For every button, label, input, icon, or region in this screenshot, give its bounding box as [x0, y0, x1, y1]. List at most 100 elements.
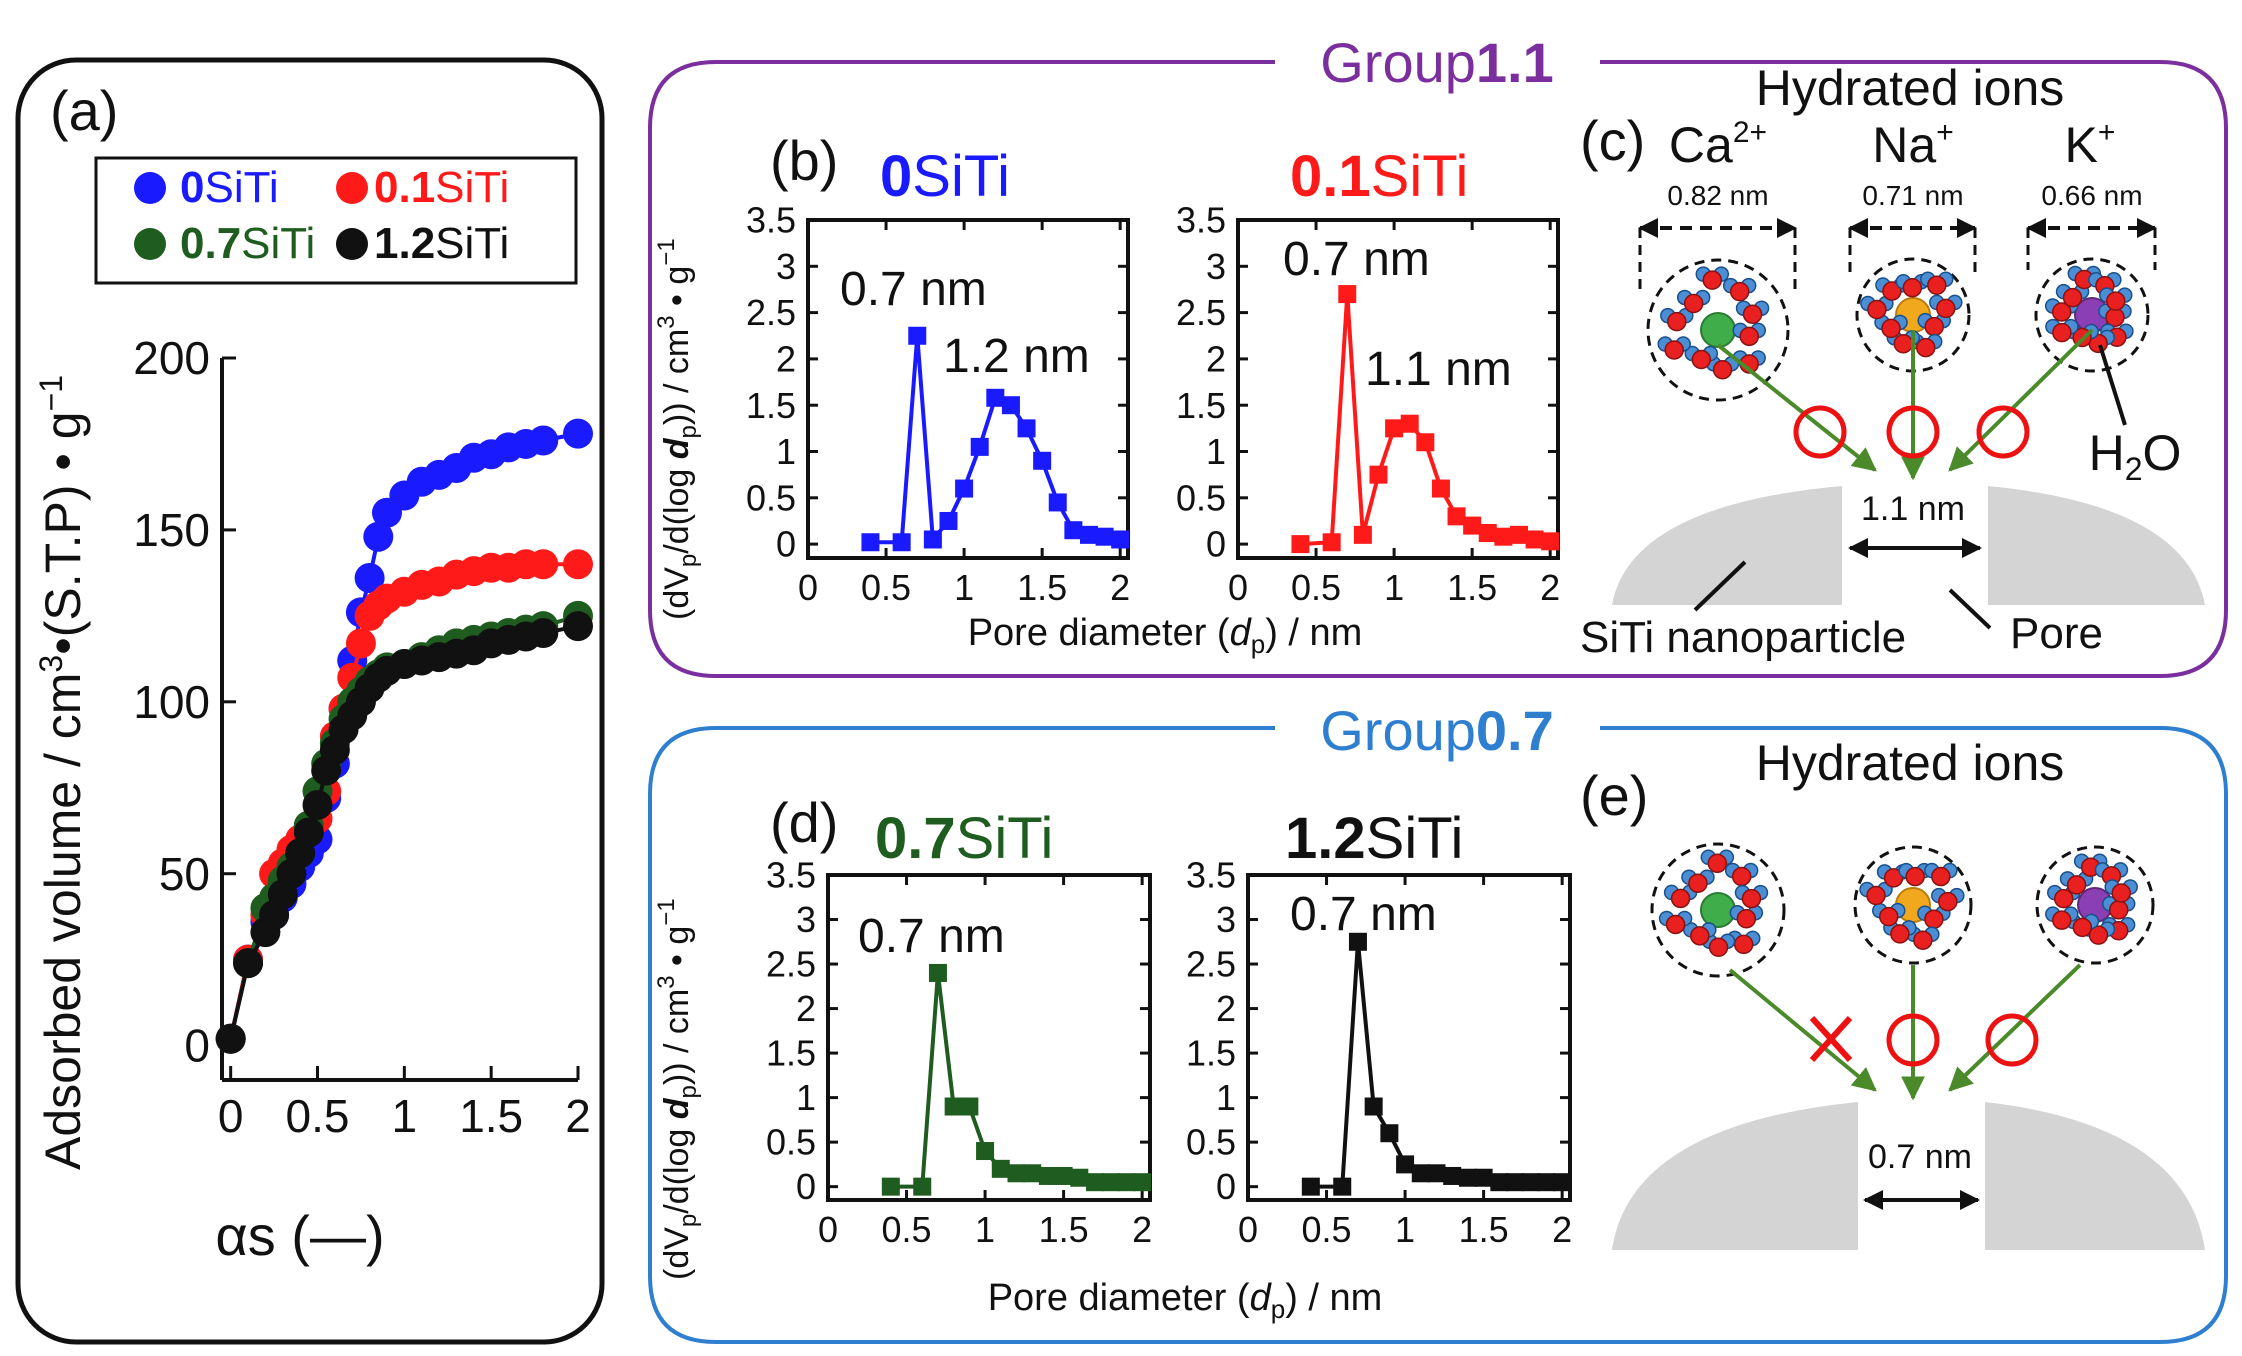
- data-point-0SiTi: [970, 437, 989, 456]
- chart-d1-ytick-label: 0.5: [766, 1122, 816, 1163]
- data-point-1.2SiTi: [1427, 1164, 1446, 1183]
- chart-b2-ytick-label: 1: [1206, 431, 1226, 472]
- h2o-pointer: [2098, 344, 2127, 426]
- data-point-1.2SiTi: [1458, 1168, 1477, 1187]
- chart-b1-xtick-label: 1.5: [1017, 567, 1067, 608]
- data-point-0SiTi: [908, 326, 927, 345]
- series-line-0SiTi: [228, 431, 579, 1040]
- data-point-1.2SiTi: [1364, 1097, 1383, 1116]
- chart-d1-ytick-label: 1: [796, 1077, 816, 1118]
- chart-b2-ytick-label: 0: [1206, 524, 1226, 565]
- data-point-1.2SiTi: [1411, 1164, 1430, 1183]
- pore-label: Pore: [2010, 609, 2103, 658]
- chart-b1-title: 0SiTi: [880, 144, 1010, 209]
- water-molecule: [1700, 849, 1735, 874]
- data-point-1.2SiTi: [1380, 1124, 1399, 1143]
- legend-label-0siti: 0SiTi: [180, 163, 279, 212]
- data-point-1.2SiTi: [233, 948, 264, 979]
- chart-d1-ytick-label: 2: [796, 988, 816, 1029]
- chart-a-xtick-label: 1: [392, 1090, 418, 1142]
- water-molecule: [1676, 289, 1711, 314]
- data-point-0.7SiTi: [1070, 1168, 1089, 1187]
- k-box-lines: [2026, 228, 2157, 270]
- data-point-0SiTi: [1017, 419, 1036, 438]
- data-point-0.7SiTi: [1007, 1164, 1026, 1183]
- group-0.7-title-bg: [1275, 696, 1600, 766]
- data-point-0SiTi: [1064, 521, 1083, 540]
- data-point-0.1SiTi: [1353, 525, 1372, 544]
- hydrated-ions-title-c: Hydrated ions: [1756, 60, 2065, 116]
- water-molecule: [1705, 356, 1740, 380]
- data-point-0.1SiTi: [1431, 479, 1450, 498]
- chart-d2-ytick-label: 2.5: [1186, 944, 1236, 985]
- data-point-0SiTi: [892, 533, 911, 552]
- chart-a-ytick-label: 150: [133, 504, 210, 556]
- data-point-0.1SiTi: [1338, 285, 1357, 304]
- k-ion-label: K+: [2065, 116, 2116, 173]
- data-point-0.1SiTi: [1400, 414, 1419, 433]
- chart-b2-annotation-1.1nm: 1.1 nm: [1365, 343, 1512, 396]
- ca-blocked-cross: [1809, 1015, 1853, 1063]
- chart-a-ytick-label: 50: [159, 848, 210, 900]
- chart-a-ytick-label: 100: [133, 676, 210, 728]
- data-point-0.1SiTi: [1463, 516, 1482, 535]
- panel-b-label: (b): [770, 129, 838, 192]
- chart-d1-xtick-label: 0.5: [882, 1209, 932, 1250]
- ca-blocked-arrow: [1728, 968, 1877, 1092]
- data-point-0.7SiTi: [1133, 1173, 1152, 1192]
- data-point-0.1SiTi: [1447, 507, 1466, 526]
- chart-d1-ytick-label: 3.5: [766, 855, 816, 896]
- data-point-0.1SiTi: [1416, 433, 1435, 452]
- chart-a-xtick-label: 0: [218, 1090, 244, 1142]
- legend-marker-0siti: [134, 172, 166, 204]
- data-point-0.7SiTi: [1054, 1166, 1073, 1185]
- chart-b2-xtick-label: 1: [1384, 567, 1404, 608]
- data-point-1.2SiTi: [1490, 1173, 1509, 1192]
- water-molecule: [1931, 887, 1965, 912]
- water-molecule: [2055, 283, 2090, 308]
- water-molecule: [1695, 266, 1730, 290]
- chart-a-ytick-label: 200: [133, 332, 210, 384]
- chart-d1-ytick-label: 2.5: [766, 944, 816, 985]
- data-point-0SiTi: [923, 530, 942, 549]
- na-pass-circle: [1886, 405, 1940, 459]
- water-molecule: [1722, 277, 1757, 302]
- panel-e-label: (e): [1580, 764, 1648, 827]
- water-molecule: [2045, 906, 2079, 930]
- chart-d2-xtick-label: 0.5: [1302, 1209, 1352, 1250]
- chart-b2-ytick-label: 2: [1206, 339, 1226, 380]
- data-point-0.7SiTi: [944, 1097, 963, 1116]
- data-point-0SiTi: [1033, 451, 1052, 470]
- chart-b2-xtick-label: 2: [1540, 567, 1560, 608]
- chart-d1-xtick-label: 1.5: [1039, 1209, 1089, 1250]
- chart-b1-ytick-label: 0: [776, 524, 796, 565]
- data-point-1.2SiTi: [1537, 1173, 1556, 1192]
- siti-particle-left-e: [1612, 1102, 1858, 1250]
- water-molecule: [1729, 905, 1764, 929]
- data-point-1.2SiTi: [302, 789, 333, 820]
- data-point-0SiTi: [955, 479, 974, 498]
- water-molecule: [1920, 271, 1954, 296]
- hydrated-ions-title-e: Hydrated ions: [1756, 735, 2065, 791]
- k-pass-arrow: [1948, 328, 2094, 472]
- chart-d2-ytick-label: 1.5: [1186, 1033, 1236, 1074]
- data-point-0SiTi: [939, 511, 958, 530]
- chart-a-xlabel: αs (—): [215, 1204, 384, 1267]
- water-molecule: [1658, 910, 1693, 935]
- chart-b1-xtick-label: 1: [954, 567, 974, 608]
- data-point-0.1SiTi: [1322, 533, 1341, 552]
- data-point-1.2SiTi: [293, 817, 324, 848]
- chart-d1-ytick-label: 0: [796, 1166, 816, 1207]
- chart-d1-ytick-label: 1.5: [766, 1033, 816, 1074]
- chart-d2-ytick-label: 0: [1216, 1166, 1236, 1207]
- data-point-0SiTi: [986, 388, 1005, 407]
- data-point-0SiTi: [363, 521, 394, 552]
- data-point-0.1SiTi: [345, 628, 376, 659]
- data-point-1.2SiTi: [1396, 1155, 1415, 1174]
- data-point-0.1SiTi: [528, 549, 559, 580]
- data-point-0SiTi: [861, 533, 880, 552]
- data-point-1.2SiTi: [1553, 1173, 1572, 1192]
- data-point-0.7SiTi: [1117, 1173, 1136, 1192]
- legend-label-0.7siti: 0.7SiTi: [180, 219, 315, 268]
- chart-d2-xtick-label: 1: [1395, 1209, 1415, 1250]
